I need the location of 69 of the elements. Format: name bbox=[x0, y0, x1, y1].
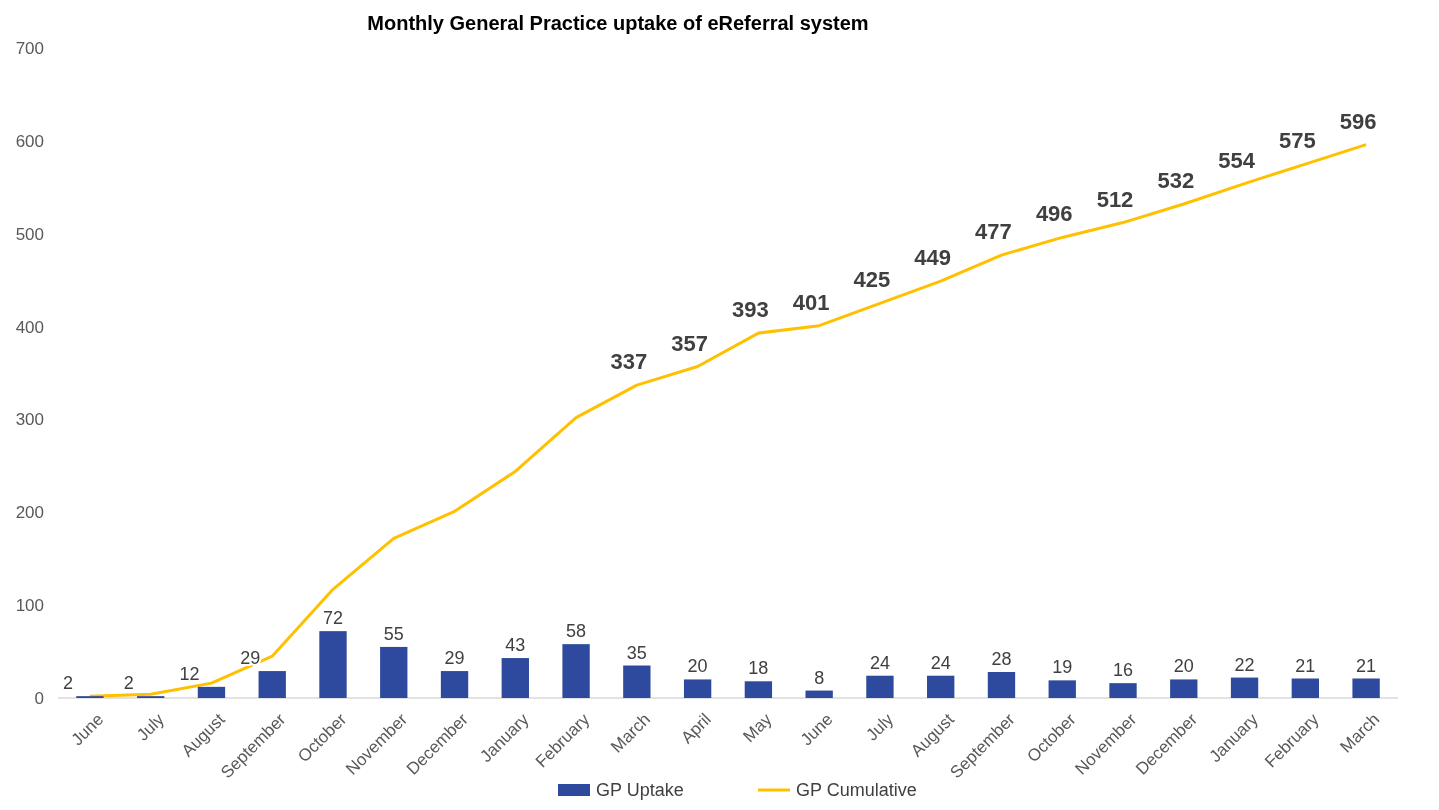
data-label: 24 bbox=[869, 652, 890, 673]
bar bbox=[197, 686, 226, 698]
data-label: 337 bbox=[610, 349, 648, 375]
data-label: 357 bbox=[671, 330, 708, 356]
data-label: 29 bbox=[444, 648, 465, 669]
data-label: 21 bbox=[1295, 655, 1316, 676]
bar bbox=[258, 671, 286, 698]
bar bbox=[380, 646, 408, 698]
legend-label: GP Uptake bbox=[596, 780, 684, 800]
data-label: 401 bbox=[792, 289, 830, 315]
y-tick-label: 400 bbox=[15, 317, 44, 337]
data-label: 2 bbox=[62, 673, 73, 694]
data-label: 554 bbox=[1218, 147, 1256, 173]
data-label: 28 bbox=[991, 649, 1012, 669]
bar bbox=[1352, 678, 1380, 698]
x-tick-label: July bbox=[862, 709, 898, 745]
data-label: 19 bbox=[1052, 657, 1073, 678]
data-label: 55 bbox=[383, 623, 404, 644]
x-tick-label: May bbox=[739, 709, 776, 746]
bar bbox=[683, 679, 712, 698]
y-tick-label: 600 bbox=[15, 131, 44, 151]
bar bbox=[501, 658, 529, 698]
bar bbox=[1109, 683, 1137, 698]
data-label: 22 bbox=[1234, 654, 1255, 675]
bar bbox=[805, 690, 833, 698]
x-tick-label: July bbox=[133, 709, 169, 745]
data-label: 425 bbox=[853, 267, 891, 293]
bar bbox=[1230, 677, 1259, 698]
y-tick-label: 0 bbox=[34, 688, 44, 708]
bar bbox=[623, 665, 651, 698]
data-label: 24 bbox=[930, 652, 951, 673]
data-label: 20 bbox=[687, 656, 708, 677]
y-tick-label: 200 bbox=[15, 503, 44, 523]
data-label: 496 bbox=[1035, 201, 1073, 227]
bar bbox=[987, 672, 1016, 698]
data-label: 43 bbox=[505, 635, 526, 656]
data-label: 596 bbox=[1339, 108, 1377, 134]
data-label: 21 bbox=[1356, 655, 1377, 676]
y-tick-label: 300 bbox=[15, 410, 44, 430]
bar bbox=[866, 675, 894, 698]
data-label: 477 bbox=[975, 219, 1012, 245]
data-label: 16 bbox=[1113, 660, 1134, 681]
bar bbox=[1048, 680, 1076, 698]
bar bbox=[927, 675, 955, 698]
chart-title: Monthly General Practice uptake of eReferral system bbox=[367, 12, 869, 34]
data-label: 532 bbox=[1157, 168, 1195, 193]
y-tick-label: 700 bbox=[15, 38, 44, 58]
bar bbox=[562, 644, 590, 698]
bar bbox=[440, 671, 469, 698]
y-tick-label: 500 bbox=[15, 224, 44, 244]
bar bbox=[1170, 679, 1198, 698]
data-label: 35 bbox=[626, 642, 647, 663]
data-label: 12 bbox=[179, 663, 200, 684]
data-label: 575 bbox=[1278, 128, 1316, 154]
data-label: 2 bbox=[123, 673, 134, 694]
legend-label: GP Cumulative bbox=[796, 780, 917, 800]
bar bbox=[1291, 678, 1319, 698]
data-label: 18 bbox=[748, 658, 769, 679]
data-label: 20 bbox=[1173, 656, 1194, 677]
bar bbox=[319, 631, 347, 698]
y-tick-label: 100 bbox=[15, 596, 44, 616]
data-label: 29 bbox=[240, 648, 261, 669]
data-label: 449 bbox=[914, 245, 952, 271]
bar bbox=[744, 681, 773, 698]
data-label: 8 bbox=[814, 667, 825, 688]
data-label: 512 bbox=[1096, 186, 1134, 212]
data-label: 72 bbox=[322, 608, 343, 629]
data-label: 58 bbox=[566, 621, 587, 642]
data-label: 393 bbox=[732, 297, 769, 323]
